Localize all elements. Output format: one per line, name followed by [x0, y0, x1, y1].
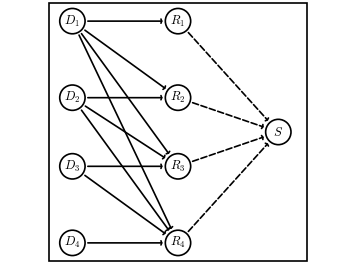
- Text: $D_2$: $D_2$: [64, 90, 80, 105]
- Circle shape: [165, 85, 191, 110]
- Text: $R_2$: $R_2$: [170, 90, 186, 105]
- Text: $R_4$: $R_4$: [170, 235, 186, 251]
- Circle shape: [165, 230, 191, 256]
- Text: $D_1$: $D_1$: [64, 13, 80, 29]
- Text: $S$: $S$: [273, 125, 283, 139]
- Text: $D_4$: $D_4$: [64, 235, 80, 251]
- Circle shape: [60, 154, 85, 179]
- Circle shape: [165, 154, 191, 179]
- Text: $R_3$: $R_3$: [170, 159, 186, 174]
- Circle shape: [60, 230, 85, 256]
- Text: $R_1$: $R_1$: [171, 13, 185, 29]
- Circle shape: [266, 119, 291, 145]
- Circle shape: [165, 8, 191, 34]
- FancyBboxPatch shape: [49, 3, 307, 261]
- Circle shape: [60, 8, 85, 34]
- Text: $D_3$: $D_3$: [64, 159, 80, 174]
- Circle shape: [60, 85, 85, 110]
